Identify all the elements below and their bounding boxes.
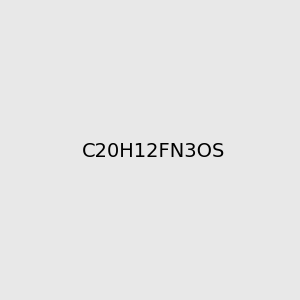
- Text: C20H12FN3OS: C20H12FN3OS: [82, 142, 225, 161]
